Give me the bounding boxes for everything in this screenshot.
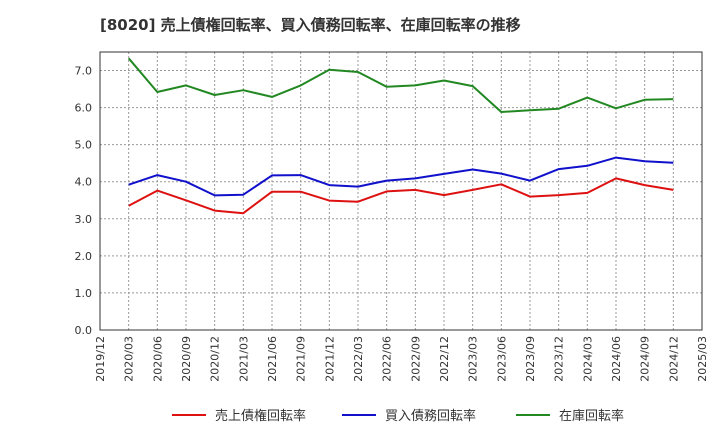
chart-title: [8020] 売上債権回転率、買入債務回転率、在庫回転率の推移 — [100, 16, 521, 34]
legend: 売上債権回転率 買入債務回転率 在庫回転率 — [172, 408, 624, 424]
x-tick-label: 2020/09 — [180, 336, 193, 382]
legend-label: 売上債権回転率 — [215, 408, 306, 424]
x-tick-label: 2023/09 — [524, 336, 537, 382]
y-tick-label: 0.0 — [75, 324, 93, 337]
plot-border — [99, 51, 703, 331]
x-tick-label: 2021/09 — [295, 336, 308, 382]
x-tick-label: 2022/12 — [438, 336, 451, 382]
x-tick-label: 2021/06 — [266, 336, 279, 382]
x-tick-label: 2019/12 — [94, 336, 107, 382]
x-tick-label: 2023/12 — [553, 336, 566, 382]
x-tick-label: 2022/03 — [352, 336, 365, 382]
y-tick-label: 6.0 — [75, 102, 93, 115]
x-tick-label: 2021/03 — [237, 336, 250, 382]
series-line-1 — [128, 156, 674, 197]
y-tick-label: 4.0 — [75, 176, 93, 189]
x-tick-label: 2022/06 — [381, 336, 394, 382]
x-tick-label: 2020/12 — [209, 336, 222, 382]
y-tick-label: 2.0 — [75, 250, 93, 263]
x-tick-label: 2024/09 — [639, 336, 652, 382]
series-line-2 — [127, 57, 674, 113]
y-tick-label: 3.0 — [75, 213, 93, 226]
x-tick-label: 2022/09 — [409, 336, 422, 382]
x-tick-label: 2023/03 — [467, 336, 480, 382]
x-tick-label: 2020/03 — [123, 336, 136, 382]
y-axis-ticks: 0.0 1.0 2.0 3.0 4.0 5.0 6.0 7.0 — [75, 65, 93, 337]
x-tick-label: 2025/03 — [696, 336, 709, 382]
series-line-0 — [128, 177, 674, 215]
x-tick-label: 2024/03 — [581, 336, 594, 382]
grid — [100, 52, 702, 331]
legend-label: 在庫回転率 — [559, 408, 624, 424]
x-tick-label: 2024/06 — [610, 336, 623, 382]
y-tick-label: 7.0 — [75, 65, 93, 78]
x-tick-label: 2023/06 — [495, 336, 508, 382]
series-lines — [127, 57, 674, 215]
x-tick-label: 2020/06 — [151, 336, 164, 382]
legend-label: 買入債務回転率 — [385, 408, 476, 424]
x-tick-label: 2024/12 — [667, 336, 680, 382]
x-tick-label: 2021/12 — [323, 336, 336, 382]
y-tick-label: 5.0 — [75, 139, 93, 152]
y-tick-label: 1.0 — [75, 287, 93, 300]
x-axis-ticks: 2019/12 2020/03 2020/06 2020/09 2020/12 2021/… — [94, 336, 709, 382]
